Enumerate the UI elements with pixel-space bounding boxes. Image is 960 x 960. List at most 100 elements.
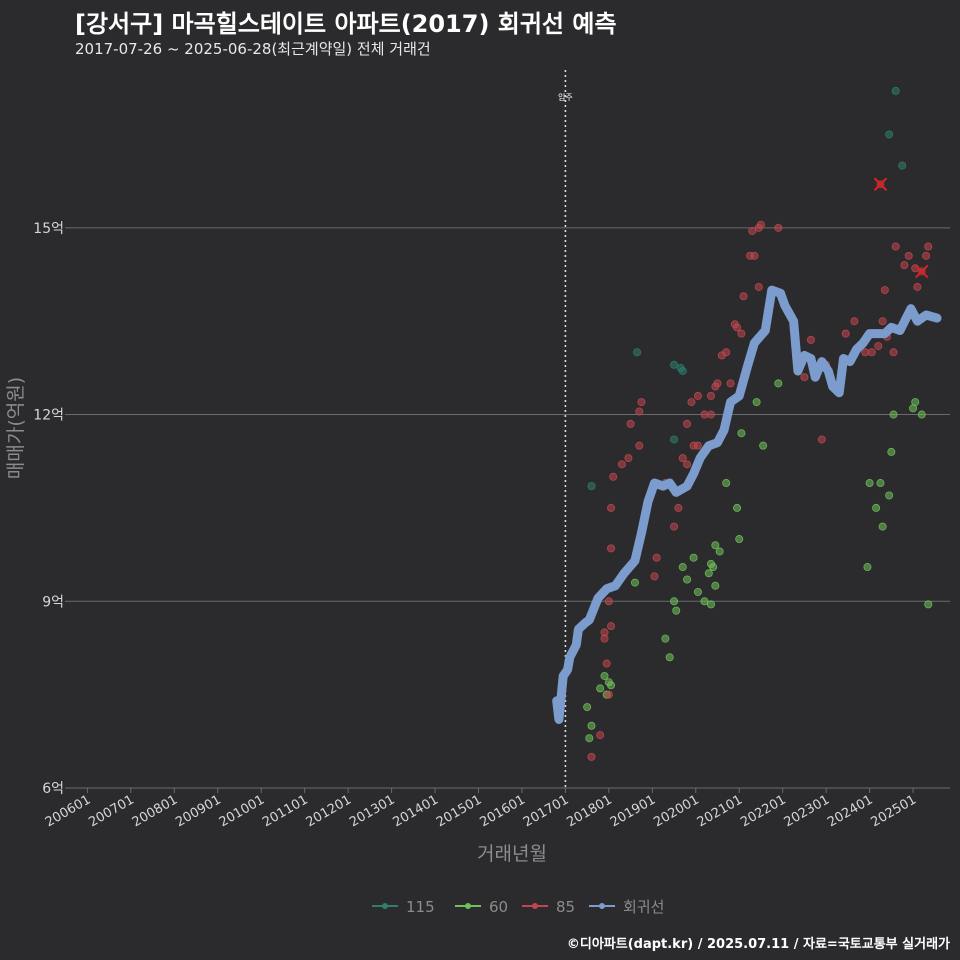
- data-point-85: [733, 323, 742, 332]
- x-tick-label: 201501: [434, 792, 484, 830]
- data-point-85: [635, 441, 644, 450]
- regression-line: [552, 285, 942, 724]
- legend-label-회귀선: 회귀선: [623, 898, 664, 916]
- legend-label-85: 85: [556, 898, 575, 916]
- data-point-115: [898, 161, 907, 170]
- data-point-85: [602, 659, 611, 668]
- data-point-60: [665, 653, 674, 662]
- data-point-60: [752, 398, 761, 407]
- data-point-85: [683, 460, 692, 469]
- data-point-85: [750, 251, 759, 260]
- data-point-115: [678, 366, 687, 375]
- x-tick-label: 202401: [825, 792, 875, 830]
- data-point-85: [806, 335, 815, 344]
- data-point-60: [585, 734, 594, 743]
- data-point-60: [587, 721, 596, 730]
- data-point-60: [733, 503, 742, 512]
- data-point-85: [913, 282, 922, 291]
- data-point-85: [748, 226, 757, 235]
- data-point-60: [889, 410, 898, 419]
- regression-layer: [552, 285, 942, 724]
- data-point-60: [704, 569, 713, 578]
- data-point-85: [652, 553, 661, 562]
- data-point-85: [922, 251, 931, 260]
- data-point-85: [637, 398, 646, 407]
- data-point-85: [726, 379, 735, 388]
- data-point-60: [863, 563, 872, 572]
- data-point-60: [737, 429, 746, 438]
- data-point-85: [600, 628, 609, 637]
- data-point-85: [904, 251, 913, 260]
- y-axis-ticks: 6억 9억 12억 15억: [33, 221, 70, 797]
- data-point-85: [693, 441, 702, 450]
- data-point-60: [670, 597, 679, 606]
- chart-title: [강서구] 마곡힐스테이트 아파트(2017) 회귀선 예측: [75, 10, 617, 38]
- x-tick-label: 202001: [651, 792, 701, 830]
- data-point-85: [678, 454, 687, 463]
- data-point-85: [687, 398, 696, 407]
- y-tick-label: 15억: [33, 221, 64, 237]
- data-point-85: [596, 731, 605, 740]
- data-point-85: [713, 379, 722, 388]
- data-point-85: [737, 329, 746, 338]
- data-point-115: [633, 348, 642, 357]
- x-tick-label: 201901: [608, 792, 658, 830]
- data-point-85: [739, 292, 748, 301]
- data-point-85: [683, 419, 692, 428]
- data-point-85: [867, 348, 876, 357]
- legend-label-60: 60: [489, 898, 508, 916]
- highlight-markers: [873, 177, 929, 279]
- data-point-85: [850, 317, 859, 326]
- data-point-85: [617, 460, 626, 469]
- data-point-60: [865, 479, 874, 488]
- highlight-cross: [873, 177, 888, 191]
- legend-marker-60: [465, 903, 471, 909]
- data-point-85: [880, 286, 889, 295]
- x-axis-ticks: 2006012007012008012009012010012011012012…: [43, 788, 919, 830]
- data-point-60: [683, 575, 692, 584]
- data-point-60: [876, 479, 885, 488]
- x-axis-title: 거래년월: [477, 843, 547, 865]
- data-point-115: [891, 86, 900, 95]
- data-point-115: [587, 482, 596, 491]
- data-point-60: [607, 681, 616, 690]
- x-tick-label: 201401: [391, 792, 441, 830]
- scatter-points: [583, 86, 933, 761]
- x-tick-label: 201101: [260, 792, 310, 830]
- data-point-60: [661, 634, 670, 643]
- legend-marker-115: [382, 903, 388, 909]
- chart-subtitle: 2017-07-26 ~ 2025-06-28(최근계약일) 전체 거래건: [75, 40, 431, 58]
- data-point-60: [678, 563, 687, 572]
- data-point-85: [587, 752, 596, 761]
- data-point-85: [878, 317, 887, 326]
- data-point-85: [650, 572, 659, 581]
- data-point-85: [817, 435, 826, 444]
- x-tick-label: 201001: [217, 792, 267, 830]
- data-point-85: [924, 242, 933, 251]
- data-point-115: [670, 435, 679, 444]
- highlight-cross: [915, 264, 929, 279]
- x-tick-label: 202201: [738, 792, 788, 830]
- data-point-85: [891, 242, 900, 251]
- x-tick-label: 200901: [173, 792, 223, 830]
- move-in-label: 입주: [558, 93, 573, 102]
- data-point-60: [630, 578, 639, 587]
- data-point-60: [885, 491, 894, 500]
- data-point-85: [900, 261, 909, 270]
- y-tick-label: 12억: [33, 408, 64, 424]
- data-point-60: [715, 547, 724, 556]
- data-point-60: [711, 541, 720, 550]
- x-tick-label: 201601: [477, 792, 527, 830]
- data-point-85: [756, 220, 765, 229]
- x-tick-label: 202301: [782, 792, 832, 830]
- data-point-60: [722, 479, 731, 488]
- data-point-60: [689, 553, 698, 562]
- x-tick-label: 201301: [347, 792, 397, 830]
- data-point-85: [874, 342, 883, 351]
- data-point-85: [635, 407, 644, 416]
- grid-lines: [70, 227, 950, 789]
- data-point-60: [924, 600, 933, 609]
- x-tick-label: 202501: [869, 792, 919, 830]
- x-tick-label: 202101: [695, 792, 745, 830]
- x-tick-label: 200601: [43, 792, 93, 830]
